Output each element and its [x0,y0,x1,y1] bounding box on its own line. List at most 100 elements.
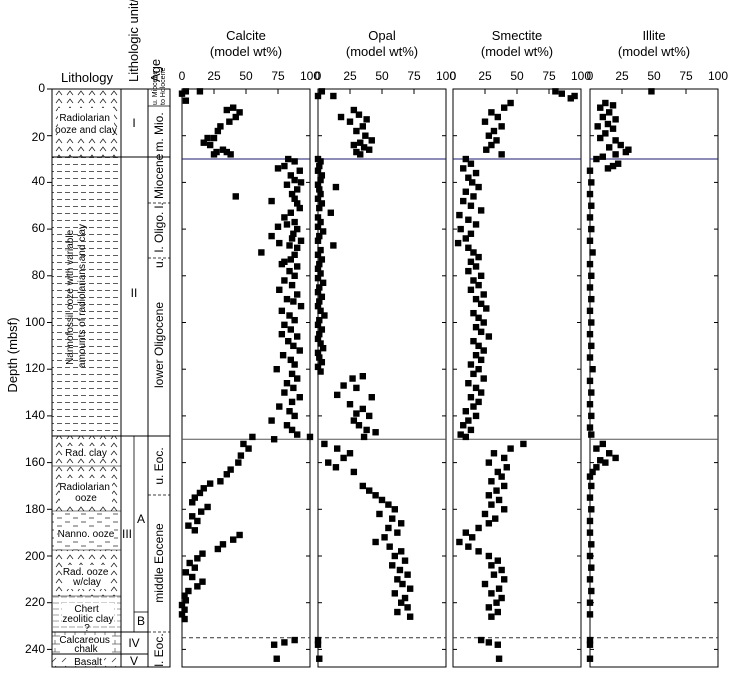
data-point [588,202,595,209]
data-point [381,534,388,541]
data-point [294,291,301,298]
data-point [268,417,275,424]
data-point [210,151,218,158]
data-point [457,225,464,233]
data-point [182,97,190,104]
data-point [609,162,617,170]
data-point [588,225,595,233]
data-point [340,382,347,389]
y-tick-label: 180 [25,502,45,516]
litho-label: Chert zeolitic clay [62,604,113,625]
data-point [606,450,613,457]
x-tick-label: 100 [436,69,456,83]
data-point [287,256,294,263]
y-tick-label: 80 [32,268,46,282]
data-point [318,200,326,207]
data-point [470,309,477,317]
data-point [316,330,323,338]
data-point [460,422,467,429]
data-point [406,585,414,592]
data-point [475,342,482,350]
lithology-column: Radiolarian ooze and clay Nannofossil oo… [51,88,122,668]
data-point [368,394,375,401]
data-point [470,337,477,345]
data-point [469,179,476,186]
data-point [609,125,617,132]
data-point [470,403,477,410]
data-point [316,260,323,268]
data-point [462,235,469,242]
data-point [232,113,239,121]
data-point [465,267,472,275]
data-point [290,230,297,237]
data-point [349,375,356,382]
x-tick-label: 0 [315,69,322,83]
data-point [475,281,482,289]
data-point [189,573,196,581]
data-point [467,361,475,368]
data-point [586,354,594,361]
data-point [498,594,505,602]
data-point [571,92,578,100]
data-point [321,440,328,448]
data-point [321,312,328,319]
data-point [327,209,334,216]
data-point [481,580,489,588]
y-tick-label: 240 [25,642,45,656]
data-point [314,167,322,174]
data-point [286,267,293,275]
data-point [490,571,498,578]
panel-frame [452,88,582,668]
data-point [467,258,475,265]
data-point [404,604,411,611]
data-point [288,235,296,242]
litho-label: Calcareous chalk [59,635,112,655]
data-point [178,601,186,609]
data-point [467,202,475,209]
data-point [316,298,323,305]
data-point [357,151,364,158]
data-point [258,249,265,256]
data-point [372,429,379,436]
data-point [194,583,201,590]
data-point [406,613,414,620]
data-point [366,487,373,494]
data-point [288,426,296,434]
data-point [316,354,323,361]
litho-label-line: Rad. ooze [63,567,109,578]
age-label: to Holocene [160,68,167,105]
data-point [317,176,324,184]
unit-label: IV [128,636,139,650]
data-point [227,151,234,158]
data-point [378,496,386,504]
x-tick-label: 50 [375,69,389,83]
data-point [483,146,490,153]
data-point [226,118,233,125]
data-point [586,377,594,385]
data-point [586,576,594,583]
data-point [316,284,323,291]
data-point [376,510,383,518]
data-point [317,368,324,375]
lithology-header: Lithology [61,70,114,85]
data-point [317,270,324,277]
data-point [465,417,472,424]
data-point [567,95,574,102]
data-point [353,384,360,392]
age-label: lower Oligocene [152,302,166,388]
data-point [488,501,495,508]
data-point [236,531,243,539]
data-point [394,529,401,536]
data-point [245,445,252,452]
data-point [477,356,485,364]
data-point [276,239,283,247]
data-point [319,228,327,235]
age-label: l. Eoc. [152,633,166,666]
data-point [359,123,366,130]
data-point [495,655,503,662]
y-tick-label: 100 [25,315,45,329]
data-point [278,260,286,268]
data-point [346,450,354,457]
data-point [363,426,370,434]
data-point [314,641,322,648]
